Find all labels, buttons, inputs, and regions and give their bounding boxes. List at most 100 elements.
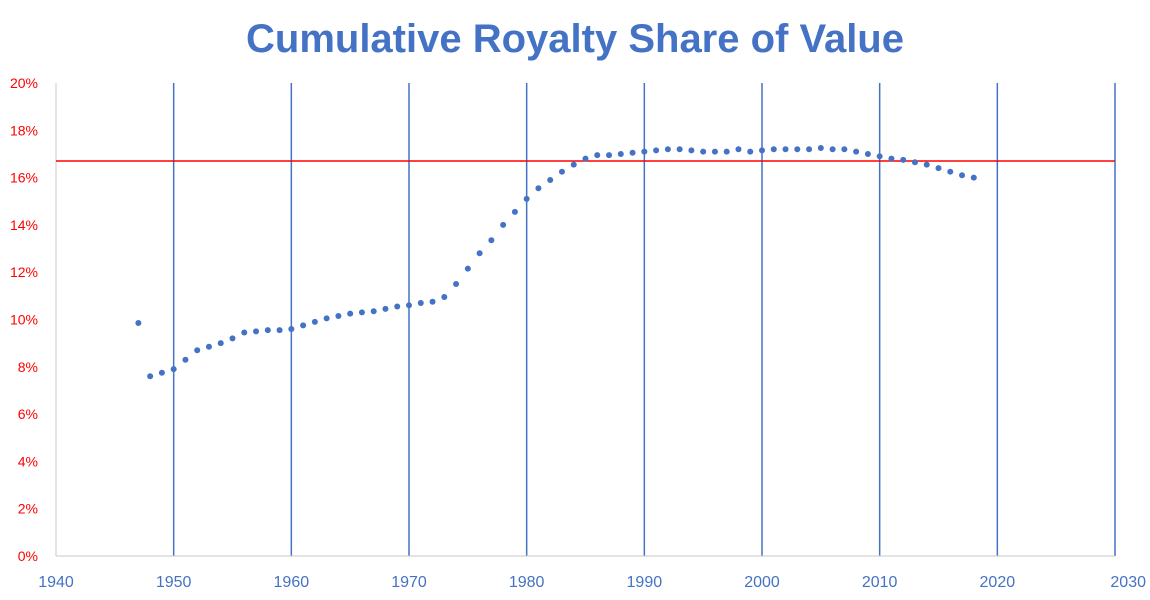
x-tick-label: 1990 [627, 574, 663, 591]
data-point-1961 [300, 322, 307, 329]
y-tick-label: 12% [10, 264, 38, 280]
data-point-2016 [947, 168, 954, 175]
chart-title: Cumulative Royalty Share of Value [246, 17, 904, 61]
data-point-1951 [182, 356, 189, 363]
data-point-1975 [464, 265, 471, 272]
data-point-1963 [323, 315, 330, 322]
x-tick-label: 1950 [156, 574, 192, 591]
data-point-1992 [664, 146, 671, 153]
data-point-1993 [676, 146, 683, 153]
x-tick-labels: 1940 1950 1960 1970 1980 1990 2000 2010 2020 2030 [38, 574, 1146, 591]
data-point-1947 [135, 320, 142, 327]
data-point-1949 [158, 369, 165, 376]
data-point-1976 [476, 250, 483, 257]
data-point-1981 [535, 185, 542, 192]
data-point-1964 [335, 312, 342, 319]
data-point-2012 [900, 156, 907, 163]
data-point-2001 [770, 146, 777, 153]
data-point-1966 [358, 309, 365, 316]
data-point-1955 [229, 335, 236, 342]
data-point-2017 [959, 172, 966, 179]
data-point-1967 [370, 308, 377, 315]
x-tick-label: 2020 [980, 574, 1016, 591]
data-point-2007 [841, 146, 848, 153]
data-point-2005 [817, 145, 824, 152]
data-point-1986 [594, 152, 601, 159]
data-point-1989 [629, 149, 636, 156]
data-point-1962 [311, 318, 318, 325]
data-point-1956 [241, 329, 248, 336]
data-point-1953 [205, 343, 212, 350]
y-tick-label: 6% [18, 406, 38, 422]
y-tick-label: 4% [18, 453, 38, 469]
data-point-1990 [641, 148, 648, 155]
data-point-1960 [288, 325, 295, 332]
data-point-1999 [747, 148, 754, 155]
data-point-1952 [194, 347, 201, 354]
data-point-1988 [617, 150, 624, 157]
data-point-1970 [406, 302, 412, 309]
data-point-1983 [558, 168, 565, 175]
y-tick-label: 8% [18, 359, 38, 375]
data-point-1958 [264, 327, 271, 334]
data-point-1995 [700, 148, 707, 155]
x-tick-label: 2010 [862, 574, 898, 591]
y-tick-label: 16% [10, 170, 38, 186]
data-point-1979 [511, 208, 518, 215]
data-point-2010 [876, 153, 883, 160]
y-tick-label: 0% [18, 548, 38, 564]
data-point-1985 [582, 155, 589, 162]
data-point-1997 [723, 148, 730, 155]
data-point-2002 [782, 146, 789, 153]
data-point-2006 [829, 146, 836, 153]
y-tick-label: 14% [10, 217, 38, 233]
data-point-1974 [453, 281, 460, 288]
grid-layer [172, 83, 1116, 556]
data-point-1948 [147, 373, 154, 380]
y-tick-labels: 0% 2% 4% 6% 8% 10% 12% 14% 16% 18% 20% [10, 75, 38, 564]
data-point-1959 [276, 327, 283, 334]
y-tick-label: 2% [18, 501, 38, 517]
data-point-2015 [935, 165, 942, 172]
data-point-1977 [488, 237, 495, 244]
data-point-1991 [653, 147, 660, 154]
data-point-1969 [394, 303, 401, 310]
data-point-1965 [347, 310, 354, 317]
x-tick-label: 1970 [391, 574, 427, 591]
data-point-1950 [170, 366, 177, 373]
x-tick-label: 1960 [274, 574, 310, 591]
y-tick-label: 20% [10, 75, 38, 91]
x-tick-label: 2000 [744, 574, 780, 591]
data-point-2013 [911, 159, 918, 166]
data-point-1984 [570, 161, 577, 168]
data-point-2014 [923, 161, 930, 168]
data-point-1996 [711, 148, 718, 155]
data-point-1994 [688, 147, 695, 154]
data-point-1971 [417, 299, 424, 306]
data-point-2009 [864, 150, 871, 157]
data-point-1998 [735, 146, 742, 153]
x-tick-label: 2030 [1110, 574, 1146, 591]
data-point-2004 [806, 146, 813, 153]
data-point-2000 [759, 147, 765, 154]
data-point-1978 [500, 221, 507, 228]
axis-layer [55, 83, 1115, 557]
data-point-2018 [970, 174, 977, 181]
data-point-2011 [888, 155, 895, 162]
data-point-1973 [441, 294, 448, 301]
data-point-1957 [253, 328, 260, 335]
data-point-1972 [429, 298, 436, 305]
data-point-1980 [523, 195, 530, 202]
x-tick-label: 1980 [509, 574, 545, 591]
y-tick-label: 18% [10, 122, 38, 138]
y-tick-label: 10% [10, 312, 38, 328]
x-tick-label: 1940 [38, 574, 74, 591]
data-point-1954 [217, 340, 224, 347]
data-point-2003 [794, 146, 801, 153]
data-point-1987 [606, 152, 613, 159]
data-point-1982 [547, 176, 554, 183]
points-layer [135, 145, 977, 380]
data-point-2008 [853, 148, 860, 155]
data-point-1968 [382, 305, 389, 312]
